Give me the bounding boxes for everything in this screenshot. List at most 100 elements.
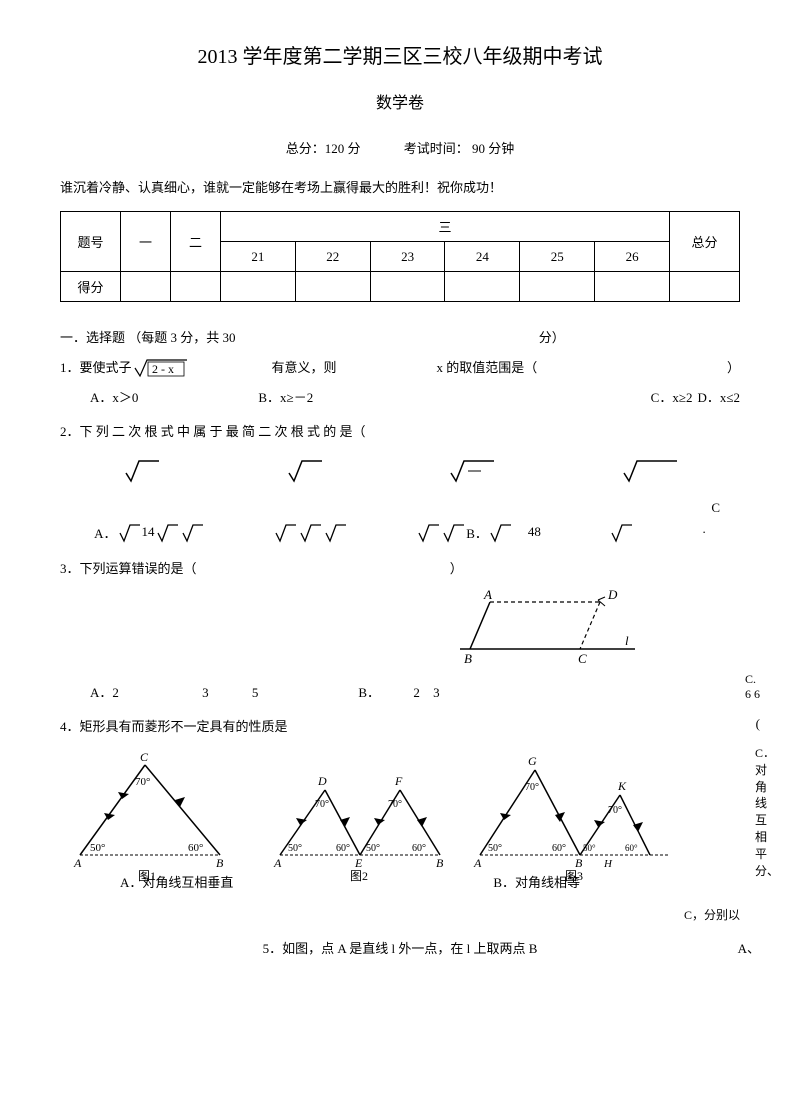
- svg-text:G: G: [528, 754, 537, 768]
- svg-text:H: H: [603, 858, 613, 870]
- parallelogram-figure: A D B C l: [460, 587, 740, 672]
- svg-text:50°: 50°: [366, 843, 380, 854]
- header-score: 得分: [61, 272, 121, 302]
- section1-end: 分）: [539, 330, 565, 345]
- svg-text:50°: 50°: [583, 843, 596, 853]
- q3-options: A．2 3 5 B． 2 3 C. 6 6: [90, 682, 740, 701]
- question-1: 1．要使式子 2 - x 有意义，则 x 的取值范围是（ ）: [60, 354, 740, 379]
- exam-title: 2013 学年度第二学期三区三校八年级期中考试: [60, 40, 740, 69]
- q1-optb: B．x≥－2: [258, 387, 313, 406]
- header-total: 总分: [670, 212, 740, 272]
- svg-text:70°: 70°: [525, 782, 539, 793]
- section1-header: 一．选择题 （每题 3 分，共 30 分）: [60, 327, 740, 346]
- sqrt-content: 2 - x: [152, 362, 174, 376]
- svg-text:B: B: [575, 856, 583, 870]
- col-23: 23: [370, 242, 445, 272]
- exam-subtitle: 数学卷: [60, 89, 740, 113]
- svg-text:A: A: [73, 856, 82, 870]
- score-cell: [171, 272, 221, 302]
- radical-icon: [117, 521, 142, 543]
- radical-icon: [284, 455, 324, 485]
- question-5: 5．如图，点 A 是直线 l 外一点，在 l 上取两点 B A、: [60, 938, 740, 957]
- radical-icon: [273, 521, 298, 543]
- question-4: 4．矩形具有而菱形不一定具有的性质是 (: [60, 716, 740, 735]
- svg-text:50°: 50°: [488, 843, 502, 854]
- radical-icon: [446, 455, 496, 485]
- q2-vala: 14: [142, 524, 155, 540]
- q1-optc: C．x≥2: [651, 387, 693, 406]
- q2-optb: B．: [466, 523, 488, 542]
- radical-icon: [609, 521, 634, 543]
- radical-icon: [488, 521, 513, 543]
- svg-text:l: l: [625, 633, 629, 648]
- q3-optc: C. 6 6: [745, 672, 760, 702]
- q4-optc-end: C，分别以: [60, 906, 740, 923]
- radical-icon: [298, 521, 323, 543]
- svg-text:60°: 60°: [625, 843, 638, 853]
- q5-end: A、: [738, 938, 760, 957]
- svg-text:C: C: [140, 750, 149, 764]
- svg-text:60°: 60°: [552, 843, 566, 854]
- header-questionnum: 题号: [61, 212, 121, 272]
- svg-text:70°: 70°: [135, 776, 150, 788]
- instruction-text: 谁沉着冷静、认真细心，谁就一定能够在考场上赢得最大的胜利！祝你成功！: [60, 177, 740, 196]
- q1-opta: A．x＞0: [90, 387, 138, 406]
- radical-icon: [121, 455, 161, 485]
- exam-meta: 总分：120 分 考试时间： 90 分钟: [60, 138, 740, 157]
- section1-text: 一．选择题 （每题 3 分，共 30: [60, 330, 236, 345]
- q1-text: 1．要使式子: [60, 357, 132, 376]
- q4-options: A．对角线互相垂直 B．对角线相等: [90, 872, 740, 891]
- svg-text:B: B: [464, 651, 472, 666]
- q1-end: x 的取值范围是（: [437, 357, 538, 376]
- svg-text:E: E: [354, 856, 363, 870]
- header-one: 一: [121, 212, 171, 272]
- radical-icon: [323, 521, 348, 543]
- q1-mid: 有意义，则: [272, 357, 337, 376]
- radical-icon: [416, 521, 441, 543]
- svg-text:K: K: [617, 779, 627, 793]
- score-cell: [295, 272, 370, 302]
- svg-text:D: D: [607, 587, 618, 602]
- question-3: 3．下列运算错误的是（ ）: [60, 558, 740, 577]
- q2-radicals-bottom: A． 14 B． 48 .: [60, 521, 740, 543]
- q1-paren: ）: [727, 357, 740, 376]
- header-three: 三: [221, 212, 670, 242]
- exam-time: 考试时间： 90 分钟: [404, 141, 515, 156]
- svg-text:70°: 70°: [388, 799, 402, 810]
- svg-text:70°: 70°: [315, 799, 329, 810]
- q2-dot: .: [703, 521, 706, 543]
- q4-optc-vertical: C．对角线互相平分、: [755, 745, 770, 879]
- radical-icon: [155, 521, 180, 543]
- score-table: 题号 一 二 三 总分 21 22 23 24 25 26 得分: [60, 211, 740, 302]
- score-cell: [595, 272, 670, 302]
- q4-paren: (: [756, 716, 760, 732]
- col-24: 24: [445, 242, 520, 272]
- q4-text: 4．矩形具有而菱形不一定具有的性质是: [60, 719, 288, 734]
- svg-text:60°: 60°: [336, 843, 350, 854]
- radical-icon: [441, 521, 466, 543]
- col-22: 22: [295, 242, 370, 272]
- svg-text:70°: 70°: [608, 805, 622, 816]
- score-cell: [670, 272, 740, 302]
- question-2: 2．下 列 二 次 根 式 中 属 于 最 简 二 次 根 式 的 是（: [60, 421, 740, 440]
- svg-text:A: A: [483, 587, 492, 602]
- score-cell: [221, 272, 296, 302]
- svg-text:F: F: [394, 774, 403, 788]
- q1-options: A．x＞0 B．x≥－2 C．x≥2 D．x≤2: [90, 387, 740, 406]
- total-score: 总分：120 分: [286, 141, 361, 156]
- score-cell: [445, 272, 520, 302]
- col-21: 21: [221, 242, 296, 272]
- svg-text:D: D: [317, 774, 327, 788]
- q3-optb: B． 2 3: [358, 682, 439, 701]
- radical-icon: [619, 455, 679, 485]
- svg-text:B: B: [436, 856, 444, 870]
- triangles-figure: A B C 50° 60° 70° 图1 A E B D F 50° 60°: [60, 745, 740, 890]
- score-cell: [370, 272, 445, 302]
- svg-text:A: A: [273, 856, 282, 870]
- sqrt-icon: 2 - x: [132, 354, 192, 379]
- q3-text: 3．下列运算错误的是（: [60, 561, 197, 576]
- radical-icon: [180, 521, 205, 543]
- q4-optb: B．对角线相等: [493, 872, 580, 891]
- header-two: 二: [171, 212, 221, 272]
- q2-opta: A．: [94, 523, 116, 542]
